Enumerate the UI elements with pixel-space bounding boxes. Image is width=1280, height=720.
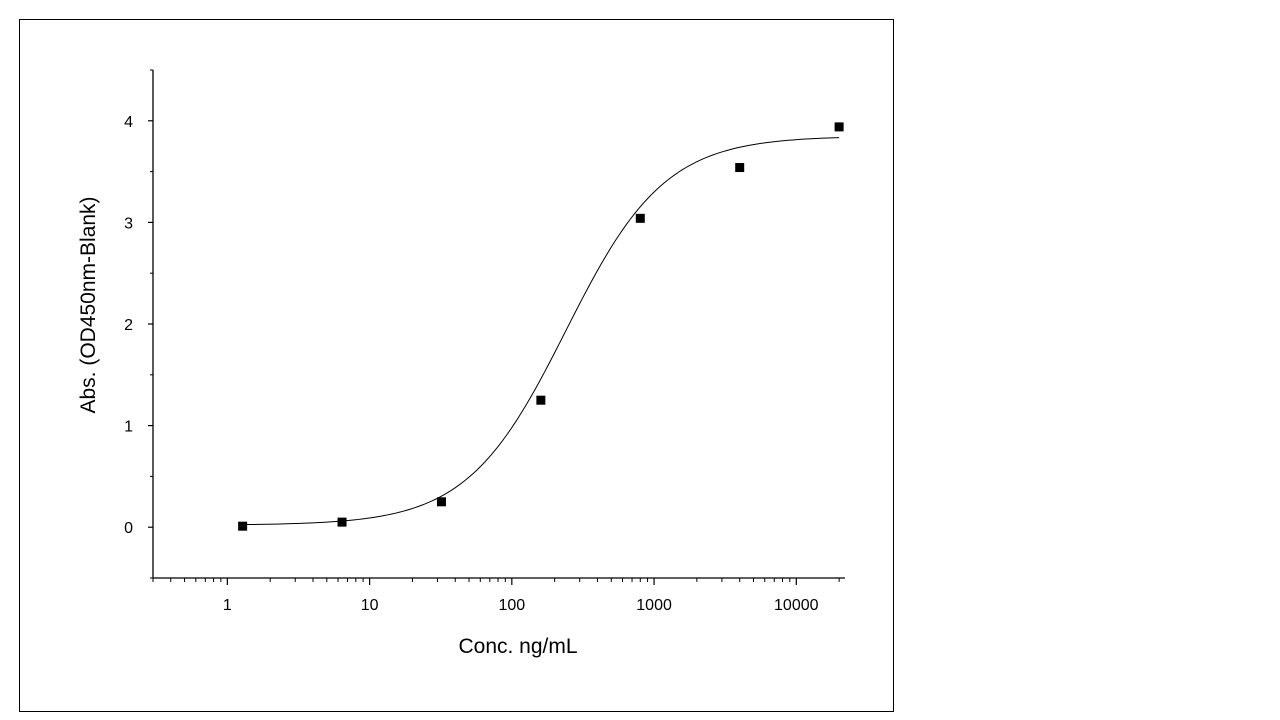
y-tick-label: 1 (124, 419, 133, 436)
x-tick-label: 1000 (636, 597, 672, 614)
x-tick-label: 10 (361, 597, 379, 614)
data-point (536, 395, 546, 405)
data-point (436, 497, 446, 507)
data-point (337, 517, 347, 527)
x-tick-label: 100 (498, 597, 525, 614)
data-point (735, 163, 745, 173)
y-tick-label: 4 (124, 114, 133, 131)
data-points (238, 122, 844, 531)
x-axis-title: Conc. ng/mL (458, 635, 577, 658)
data-point (238, 521, 248, 531)
y-tick-label: 3 (124, 215, 133, 232)
x-tick-label: 10000 (774, 597, 819, 614)
y-tick-label: 0 (124, 520, 133, 537)
axis-ticks (148, 69, 840, 585)
x-tick-label: 1 (223, 597, 232, 614)
y-axis-title: Abs. (OD450nm-Blank) (77, 196, 100, 413)
axis-tick-labels: 0 1 2 3 4 1 10 100 1000 10000 (124, 114, 819, 614)
figure-frame (19, 19, 894, 712)
data-point (834, 122, 844, 132)
data-point (635, 213, 645, 223)
y-tick-label: 2 (124, 317, 133, 334)
